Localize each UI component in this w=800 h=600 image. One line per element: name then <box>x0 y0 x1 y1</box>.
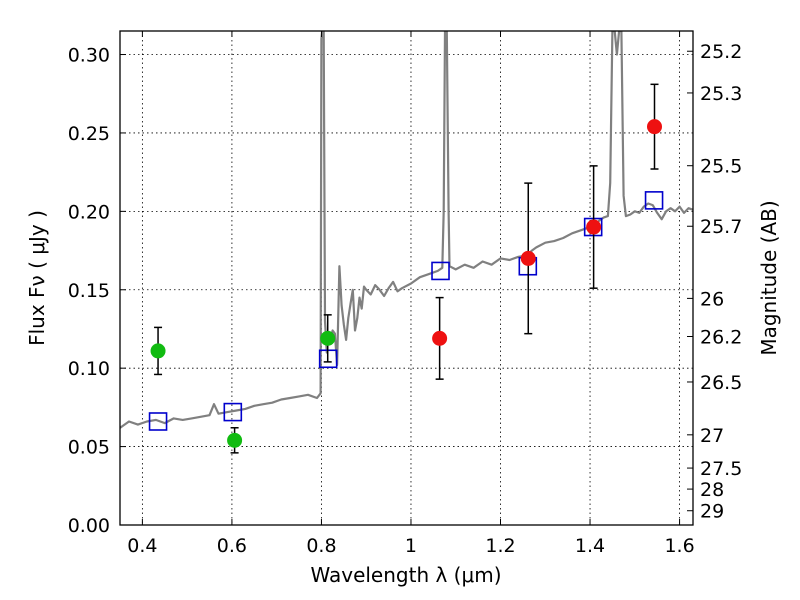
x-tick-label: 1.2 <box>485 535 515 557</box>
y-tick-label: 0.15 <box>68 280 110 302</box>
y-tick-label: 0.00 <box>68 515 110 537</box>
mag-tick-label: 25.2 <box>700 41 742 63</box>
y2-axis-label: Magnitude (AB) <box>757 200 781 355</box>
red-data-point <box>586 219 602 235</box>
mag-tick-label: 25.5 <box>700 156 742 178</box>
spectrum-line <box>120 31 693 429</box>
y-tick-label: 0.20 <box>68 201 110 223</box>
x-tick-label: 1.6 <box>664 535 694 557</box>
mag-tick-label: 25.3 <box>700 83 742 105</box>
x-tick-label: 0.6 <box>217 535 247 557</box>
y-tick-label: 0.25 <box>68 123 110 145</box>
green-data-point <box>227 432 243 448</box>
model-square-point <box>431 261 450 281</box>
x-tick-label: 0.4 <box>127 535 157 557</box>
plot-frame <box>119 30 694 526</box>
mag-tick-label: 25.7 <box>700 216 742 238</box>
ticks: 0.4 0.6 0.8 1 1.2 1.4 1.6 0.00 0.05 0.10 0.15 0.20 0… <box>68 31 742 557</box>
red-data-point <box>432 330 448 346</box>
model-square-point <box>644 191 664 210</box>
model-square-point <box>148 412 168 431</box>
mag-tick-label: 27.5 <box>700 458 742 480</box>
data-layer <box>120 31 693 454</box>
green-data-point <box>150 343 166 359</box>
mag-tick-label: 26.2 <box>700 326 742 348</box>
y-tick-label: 0.05 <box>68 437 110 459</box>
y-axis-label: Flux Fν ( μJy ) <box>25 210 49 346</box>
mag-tick-label: 27 <box>700 425 724 447</box>
x-tick-label: 0.8 <box>306 535 336 557</box>
mag-tick-label: 28 <box>700 479 724 501</box>
x-axis-label: Wavelength λ (μm) <box>310 563 501 587</box>
mag-tick-label: 26.5 <box>700 372 742 394</box>
x-tick-label: 1 <box>405 535 417 557</box>
red-data-point <box>520 250 536 266</box>
mag-tick-label: 26 <box>700 288 724 310</box>
x-tick-label: 1.4 <box>575 535 605 557</box>
green-data-point <box>320 330 336 346</box>
red-data-point <box>647 119 663 135</box>
y-tick-label: 0.30 <box>68 45 110 67</box>
y-tick-label: 0.10 <box>68 358 110 380</box>
model-square-point <box>223 402 243 422</box>
mag-tick-label: 29 <box>700 501 724 523</box>
